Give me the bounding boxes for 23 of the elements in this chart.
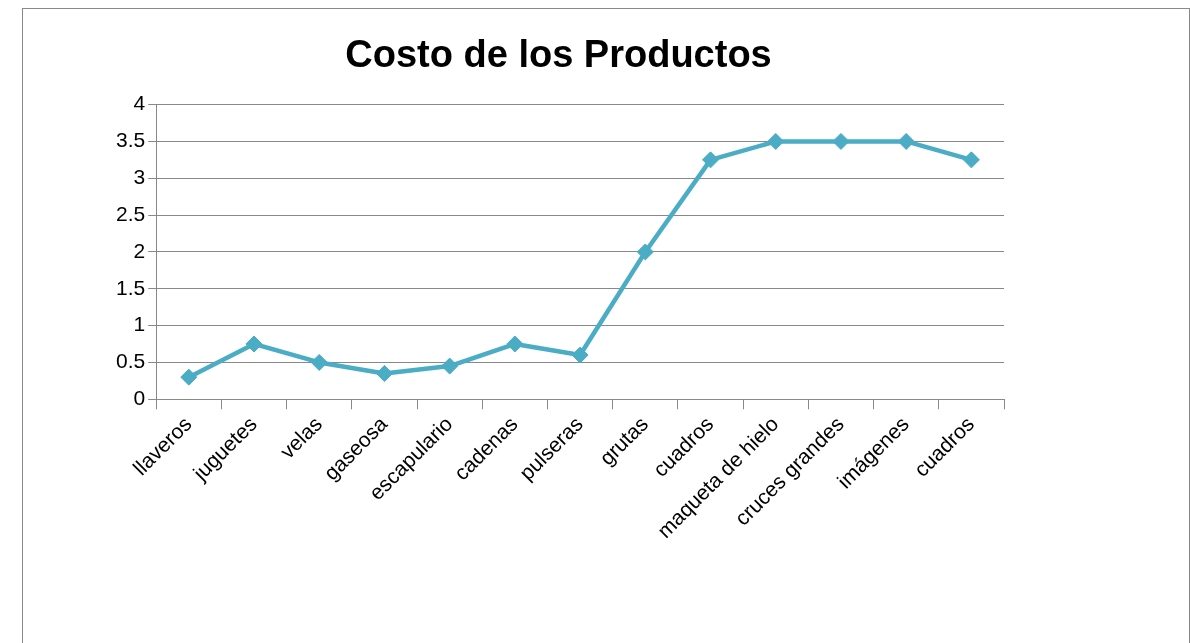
y-tick-label: 0.5 (115, 349, 146, 373)
y-tick-label: 3 (133, 165, 146, 189)
point (962, 151, 980, 169)
y-tick-label: 4 (133, 91, 146, 115)
point (897, 132, 915, 150)
y-tick-label: 2.5 (115, 201, 146, 225)
y-tick-label: 3.5 (115, 128, 146, 152)
y-tick-label: 0 (133, 386, 146, 410)
y-tick-label: 2 (133, 238, 146, 262)
point (571, 346, 589, 364)
point (636, 243, 654, 261)
y-tick-label: 1 (133, 312, 146, 336)
point (180, 368, 198, 386)
y-tick-label: 1.5 (115, 275, 146, 299)
point (506, 335, 524, 353)
point (245, 335, 263, 353)
point (832, 132, 850, 150)
chart-title: Costo de los Productos (345, 33, 772, 76)
point (767, 132, 785, 150)
point (702, 151, 720, 169)
point (375, 364, 393, 382)
point (441, 357, 459, 375)
point (310, 353, 328, 371)
